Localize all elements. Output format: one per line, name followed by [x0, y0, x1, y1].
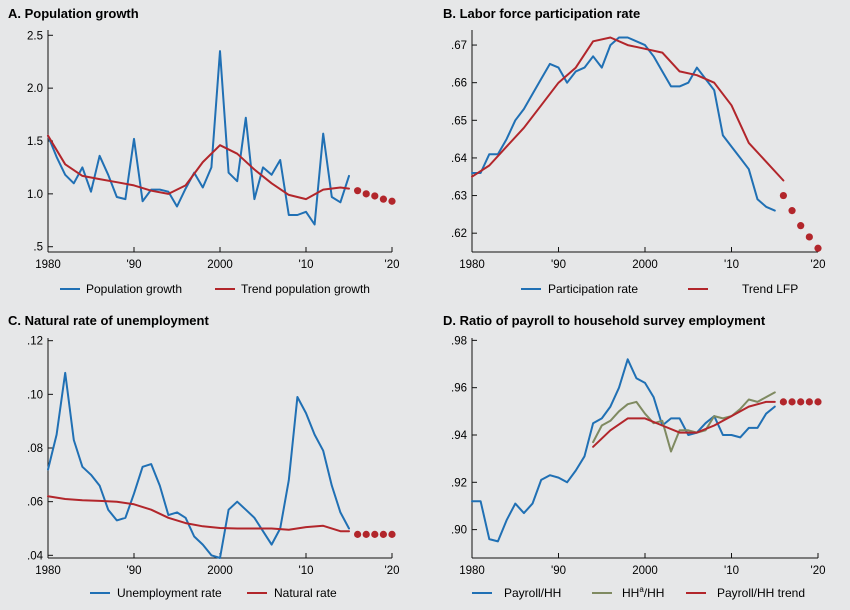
panel-d-x-tick-label: 2000: [632, 565, 658, 577]
panel-a-projection-dot: [371, 192, 379, 200]
panel-b-series-participation-rate: [471, 36, 776, 212]
panel-c-x-tick-label: '10: [299, 565, 314, 577]
panel-d-title: D. Ratio of payroll to household survey …: [443, 313, 766, 328]
panel-a-x-tick-label: 1980: [35, 259, 61, 271]
panel-b: B. Labor force participation rate Partic…: [443, 6, 798, 296]
panel-c-title: C. Natural rate of unemployment: [8, 313, 209, 328]
panel-c-legend-2: Natural rate: [274, 586, 337, 600]
panel-d-series-hh-a-hh: [592, 391, 776, 453]
panel-a-projection-dot: [362, 190, 370, 198]
panel-c-projection-dot: [379, 530, 387, 538]
panel-b-y-tick-label: .62: [451, 228, 467, 240]
panel-d-y-tick-label: .98: [451, 335, 467, 347]
panel-a-x-tick-label: 2000: [207, 259, 233, 271]
panel-c-x-tick-label: 2000: [207, 565, 233, 577]
panel-a-projection-dot: [379, 195, 387, 203]
panel-b-title: B. Labor force participation rate: [443, 6, 640, 21]
panel-d-legend-1: Payroll/HH: [504, 586, 561, 600]
panel-d: D. Ratio of payroll to household survey …: [443, 313, 805, 600]
panel-b-projection-dot: [797, 222, 805, 230]
panel-d-x-tick-label: '90: [551, 565, 566, 577]
panel-c-series-natural-rate: [47, 495, 350, 533]
panel-d-projection-dot: [788, 398, 796, 406]
panel-a-y-tick-label: .5: [33, 242, 43, 254]
panel-d-projection-dot: [805, 398, 813, 406]
panel-d-x-tick-label: 1980: [459, 565, 485, 577]
panel-a-x-tick-label: '20: [385, 259, 400, 271]
panel-b-projection-dot: [779, 191, 788, 200]
panel-a-projection-dot: [354, 187, 362, 195]
panel-c: C. Natural rate of unemployment Unemploy…: [8, 313, 337, 600]
panel-c-projection-dot: [388, 530, 396, 538]
panel-d-legend-3: Payroll/HH trend: [717, 586, 805, 600]
panel-a-y-tick-label: 2.5: [27, 30, 43, 42]
panel-a-projection-dot: [388, 197, 396, 205]
panel-c-legend-1: Unemployment rate: [117, 586, 222, 600]
panel-c-y-tick-label: .06: [27, 497, 43, 509]
panel-d-legend-2: HHa/HH: [622, 585, 664, 600]
panel-b-x-tick-label: 2000: [632, 259, 658, 271]
panel-a-series-population-growth: [47, 50, 350, 226]
panel-b-x-tick-label: '20: [811, 259, 826, 271]
panel-d-x-tick-label: '10: [724, 565, 739, 577]
panel-d-y-tick-label: .94: [451, 430, 468, 442]
panel-b-y-tick-label: .65: [451, 115, 467, 127]
panel-d-y-tick-label: .92: [451, 477, 467, 489]
panel-b-projection-dot: [814, 244, 822, 252]
panel-d-series-payroll-hh-trend: [592, 400, 776, 448]
panel-d-projection-dot: [779, 398, 788, 406]
panel-b-x-tick-label: '10: [724, 259, 739, 271]
panel-b-x-tick-label: '90: [551, 259, 566, 271]
panel-b-y-tick-label: .64: [451, 153, 468, 165]
panel-a-y-tick-label: 1.5: [27, 136, 43, 148]
panel-a-series-trend-population-growth: [47, 134, 350, 201]
panel-b-projection-dot: [788, 207, 796, 215]
panel-b-y-tick-label: .66: [451, 78, 467, 90]
panel-c-projection-dot: [354, 530, 362, 538]
panel-b-legend-1: Participation rate: [548, 282, 638, 296]
panel-a-x-tick-label: '90: [127, 259, 142, 271]
panel-c-y-tick-label: .04: [27, 550, 44, 562]
panel-c-x-tick-label: 1980: [35, 565, 61, 577]
panel-a-x-tick-label: '10: [299, 259, 314, 271]
panel-d-projection-dot: [814, 398, 822, 406]
panel-c-y-tick-label: .10: [27, 389, 43, 401]
panel-d-series-payroll-hh: [471, 358, 776, 543]
panel-b-projection-dot: [805, 233, 813, 241]
panel-d-y-tick-label: .96: [451, 383, 467, 395]
panel-a-legend-1: Population growth: [86, 282, 182, 296]
panel-b-x-tick-label: 1980: [459, 259, 485, 271]
panel-c-series-unemployment-rate: [47, 371, 350, 559]
panel-d-x-tick-label: '20: [811, 565, 826, 577]
panel-a-title: A. Population growth: [8, 6, 139, 21]
panel-b-y-tick-label: .67: [451, 40, 467, 52]
panel-a-legend-2: Trend population growth: [241, 282, 370, 296]
panel-c-projection-dot: [362, 530, 370, 538]
panel-a-y-tick-label: 1.0: [27, 189, 43, 201]
panel-c-y-tick-label: .08: [27, 443, 43, 455]
panel-a-y-tick-label: 2.0: [27, 83, 43, 95]
panel-d-y-tick-label: .90: [451, 525, 467, 537]
panel-a: A. Population growth Population growth T…: [8, 6, 370, 296]
panel-c-x-tick-label: '90: [127, 565, 142, 577]
panel-d-projection-dot: [797, 398, 805, 406]
panel-c-y-tick-label: .12: [27, 336, 43, 348]
panel-c-x-tick-label: '20: [385, 565, 400, 577]
panel-b-series-trend-lfp: [471, 36, 785, 182]
panel-b-legend-2: Trend LFP: [742, 282, 798, 296]
panel-c-projection-dot: [371, 530, 379, 538]
panel-b-y-tick-label: .63: [451, 191, 467, 203]
